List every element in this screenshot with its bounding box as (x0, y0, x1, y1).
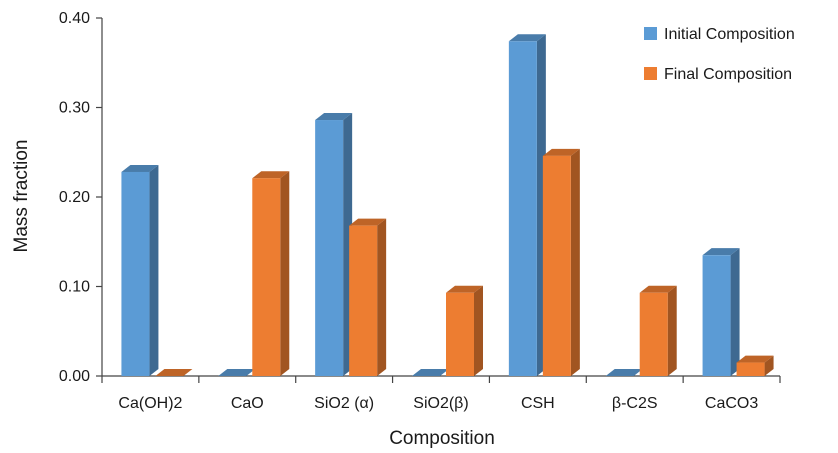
bar-front-face (736, 362, 765, 376)
final-bar (736, 355, 774, 376)
bar-front-face (446, 292, 474, 376)
bar-top-face (218, 369, 256, 376)
bar-side-face (764, 355, 774, 376)
final-bar (542, 148, 580, 376)
chart-bars (121, 34, 774, 377)
bar-side-face (474, 285, 483, 376)
bar-top-face (349, 218, 387, 226)
bar-side-face (280, 171, 290, 376)
bar-top-face (121, 164, 159, 172)
legend-label: Initial Composition (664, 26, 795, 43)
bar-side-face (667, 285, 677, 376)
bar-front-face (252, 178, 281, 376)
y-tick-label: 0.30 (59, 100, 90, 117)
initial-bar (218, 369, 256, 376)
initial-bar (605, 369, 643, 376)
legend-item: Initial Composition (644, 26, 795, 43)
legend-swatch (644, 27, 657, 40)
y-tick-label: 0.40 (59, 10, 90, 27)
initial-bar (508, 34, 546, 377)
bar-front-face (508, 41, 537, 377)
bar-side-face (730, 248, 740, 376)
initial-bar (315, 113, 353, 376)
x-tick-label: β-C2S (612, 395, 658, 412)
bar-top-face (252, 171, 290, 179)
x-axis-title: Composition (389, 428, 495, 449)
chart-tick-labels: 0.00 0.10 0.20 0.30 0.40 Ca(OH)2 CaO SiO2 (α) Si… (59, 10, 758, 412)
legend-item: Final Composition (644, 66, 792, 83)
bar-side-face (149, 164, 159, 376)
bar-top-face (702, 248, 740, 256)
bar-side-face (377, 218, 387, 376)
chart-legend: Initial Composition Final Composition (644, 26, 795, 83)
initial-bar (702, 248, 740, 376)
bar-top-face (639, 285, 677, 293)
bar-top-face (736, 355, 774, 363)
y-tick-label: 0.00 (59, 368, 90, 385)
y-tick-label: 0.10 (59, 279, 90, 296)
bar-top-face (542, 148, 580, 156)
y-axis-title: Mass fraction (11, 140, 32, 253)
bar-top-face (446, 285, 483, 293)
bar-front-face (349, 225, 378, 376)
bar-top-face (508, 34, 546, 42)
bar-front-face (121, 171, 150, 376)
bar-side-face (570, 148, 580, 376)
x-tick-label: Ca(OH)2 (118, 395, 182, 412)
bar-front-face (315, 120, 344, 376)
bar-front-face (639, 292, 668, 376)
initial-bar (412, 369, 449, 376)
x-tick-label: SiO2 (α) (314, 395, 374, 412)
x-tick-label: CaCO3 (705, 395, 758, 412)
final-bar (155, 369, 193, 376)
legend-label: Final Composition (664, 66, 792, 83)
final-bar (639, 285, 677, 376)
final-bar (446, 285, 483, 376)
x-tick-label: CSH (521, 395, 555, 412)
final-bar (349, 218, 387, 376)
legend-swatch (644, 67, 657, 80)
bar-front-face (702, 255, 731, 376)
bar-top-face (315, 113, 353, 121)
x-tick-label: SiO2(β) (413, 395, 468, 412)
initial-bar (121, 164, 159, 376)
final-bar (252, 171, 290, 376)
bar-top-face (412, 369, 449, 376)
bar-front-face (542, 155, 571, 376)
bar-top-face (605, 369, 643, 376)
y-tick-label: 0.20 (59, 189, 90, 206)
x-tick-label: CaO (231, 395, 264, 412)
bar-top-face (155, 369, 193, 376)
